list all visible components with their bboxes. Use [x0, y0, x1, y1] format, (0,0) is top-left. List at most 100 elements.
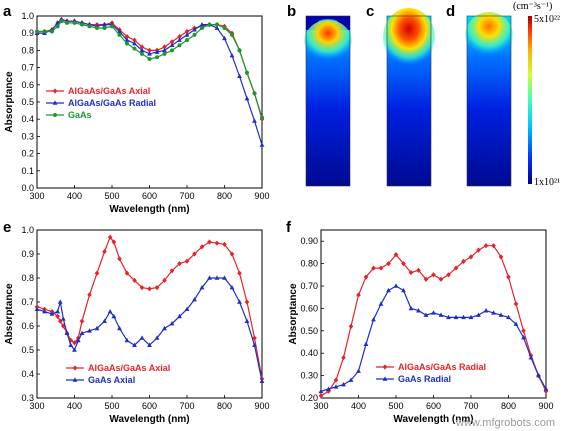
data-point [177, 43, 182, 48]
data-point [169, 268, 175, 274]
data-point [57, 299, 63, 304]
data-point [543, 388, 549, 394]
data-point [147, 286, 152, 292]
data-point [75, 337, 81, 343]
data-point [401, 287, 406, 293]
data-point [111, 313, 117, 319]
data-point [244, 95, 250, 101]
data-point [139, 285, 145, 291]
panel-label-d: d [446, 3, 455, 20]
data-point [252, 118, 257, 123]
data-point [528, 355, 534, 360]
data-point [162, 47, 167, 53]
y-tick-label: 0.80 [300, 259, 318, 269]
data-point [80, 22, 84, 27]
data-point [107, 309, 113, 314]
data-point [177, 261, 182, 267]
data-point [363, 341, 369, 347]
data-point [468, 254, 474, 260]
data-point [513, 321, 519, 326]
legend-label: AlGaAs/GaAs Radial [398, 362, 486, 372]
legend-label: GaAs Radial [398, 374, 451, 384]
data-point [476, 312, 481, 317]
data-point [207, 22, 212, 27]
data-point [378, 265, 384, 271]
data-point [222, 35, 227, 41]
legend-marker [72, 365, 78, 371]
data-point [50, 29, 54, 34]
data-point [125, 41, 129, 46]
data-point [214, 25, 220, 30]
data-point [259, 378, 265, 383]
colorbar-max-label: 5x10²² [534, 14, 560, 25]
data-point [513, 301, 519, 307]
data-point [154, 49, 160, 54]
data-point [393, 252, 399, 258]
y-tick-label: 0.8 [21, 45, 34, 55]
data-point [476, 247, 481, 253]
data-point [244, 318, 250, 323]
data-point [333, 384, 339, 389]
data-point [252, 91, 257, 96]
legend-marker [52, 100, 58, 105]
data-point [154, 285, 160, 291]
data-point [431, 310, 436, 315]
data-point [229, 52, 235, 58]
data-point [431, 272, 436, 278]
data-point [446, 272, 451, 278]
x-tick-label: 900 [538, 401, 553, 411]
data-point [42, 29, 47, 34]
data-point [124, 270, 130, 276]
data-point [102, 26, 107, 31]
y-tick-label: 0.40 [300, 348, 318, 358]
data-point [230, 32, 234, 37]
data-point [222, 275, 227, 280]
data-point [453, 265, 459, 271]
data-point [192, 32, 197, 37]
data-point [55, 313, 60, 319]
data-point [55, 24, 60, 29]
data-point [162, 325, 167, 331]
data-point [199, 285, 205, 290]
y-tick-label: 0.90 [300, 236, 318, 246]
data-point [192, 297, 197, 302]
data-point [416, 267, 421, 273]
x-tick-label: 400 [67, 401, 82, 411]
data-point [72, 347, 77, 352]
x-tick-label: 800 [217, 191, 232, 201]
y-tick-label: 0.1 [21, 166, 34, 176]
data-point [498, 312, 504, 317]
y-tick-label: 0.30 [300, 371, 318, 381]
data-point [446, 314, 451, 320]
data-point [363, 274, 369, 280]
data-point [214, 275, 220, 280]
data-point [79, 330, 85, 335]
data-point [107, 234, 113, 240]
data-point [65, 20, 69, 25]
data-point [147, 57, 152, 61]
data-point [132, 277, 137, 283]
data-point [147, 342, 152, 347]
data-point [102, 318, 107, 323]
colorbar-min-label: 1x10²¹ [534, 177, 560, 188]
data-point [132, 40, 137, 46]
data-point [132, 342, 137, 347]
data-point [536, 373, 541, 378]
legend-label: AlGaAs/GaAs Radial [68, 98, 156, 108]
data-point [401, 261, 406, 267]
y-tick-label: 0.4 [21, 114, 34, 124]
y-axis-label: Absorptance [288, 283, 299, 345]
panel-label-c: c [366, 3, 374, 20]
data-point [169, 321, 175, 326]
data-point [68, 342, 74, 347]
x-tick-label: 600 [142, 401, 157, 411]
legend-label: AlGaAs/GaAs Axial [88, 363, 170, 373]
data-point [318, 393, 324, 399]
data-point [229, 251, 235, 257]
data-point [55, 20, 61, 25]
data-point [461, 258, 466, 264]
x-tick-label: 900 [254, 191, 269, 201]
chart-panel-e: 300 400 500 600 700 800 900 0.3 0.4 0.5 0.6 0.7 0.8 0… [4, 225, 270, 425]
y-tick-label: 0.8 [21, 273, 34, 283]
y-tick-label: 0.9 [21, 249, 34, 259]
